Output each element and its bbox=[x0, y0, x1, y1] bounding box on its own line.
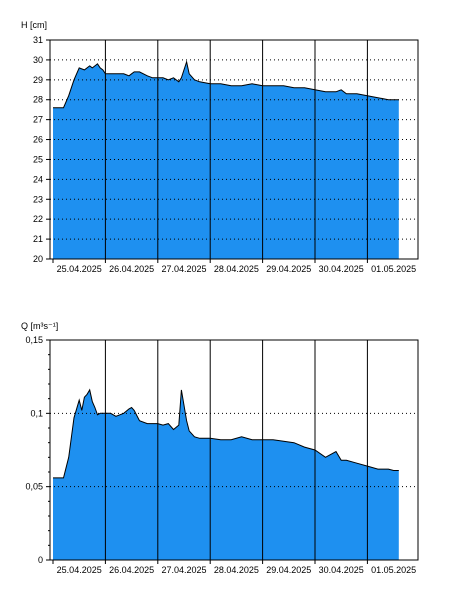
discharge-area bbox=[53, 389, 399, 560]
discharge-x-tick-label: 27.04.2025 bbox=[161, 565, 206, 575]
discharge-y-ticks: 0 0,05 0,1 0,15 bbox=[25, 335, 50, 565]
water-level-x-ticks: 25.04.2025 26.04.2025 27.04.2025 28.04.2025… bbox=[52, 259, 416, 274]
discharge-x-tick-label: 01.05.2025 bbox=[371, 565, 416, 575]
water-level-chart: H [cm] 20 21 22 23 24 25 26 27 28 29 30 31 25.04.20… bbox=[21, 20, 419, 274]
discharge-x-tick-label: 28.04.2025 bbox=[214, 565, 259, 575]
water-level-plot-frame bbox=[49, 39, 419, 260]
discharge-chart: Q [m³s⁻¹] 0 0,05 0,1 0,15 25.04.2025 26.04.2… bbox=[21, 321, 419, 575]
water-level-x-tick-label: 01.05.2025 bbox=[371, 264, 416, 274]
water-level-line bbox=[53, 59, 399, 109]
water-level-y-tick-label: 29 bbox=[33, 75, 43, 85]
discharge-y-axis-title: Q [m³s⁻¹] bbox=[21, 321, 58, 331]
water-level-y-ticks: 20 21 22 23 24 25 26 27 28 29 30 31 bbox=[33, 35, 50, 264]
water-level-y-tick-label: 20 bbox=[33, 254, 43, 264]
water-level-x-tick-label: 25.04.2025 bbox=[57, 264, 102, 274]
discharge-axes bbox=[49, 339, 419, 561]
water-level-axes bbox=[49, 39, 419, 260]
discharge-x-tick-label: 26.04.2025 bbox=[109, 565, 154, 575]
water-level-y-tick-label: 21 bbox=[33, 234, 43, 244]
water-level-x-tick-label: 30.04.2025 bbox=[319, 264, 364, 274]
water-level-y-tick-label: 27 bbox=[33, 115, 43, 125]
water-level-y-tick-label: 26 bbox=[33, 135, 43, 145]
discharge-y-tick-label: 0,05 bbox=[25, 482, 43, 492]
discharge-x-tick-label: 25.04.2025 bbox=[57, 565, 102, 575]
water-level-area-layer bbox=[53, 59, 399, 260]
water-level-x-tick-label: 26.04.2025 bbox=[109, 264, 154, 274]
water-level-y-tick-label: 25 bbox=[33, 154, 43, 164]
water-level-y-axis-title: H [cm] bbox=[21, 20, 47, 30]
water-level-y-tick-label: 23 bbox=[33, 194, 43, 204]
discharge-grid bbox=[50, 340, 418, 560]
water-level-x-tick-label: 28.04.2025 bbox=[214, 264, 259, 274]
discharge-line bbox=[53, 388, 399, 479]
water-level-x-tick-label: 29.04.2025 bbox=[266, 264, 311, 274]
water-level-y-tick-label: 28 bbox=[33, 95, 43, 105]
discharge-x-tick-label: 29.04.2025 bbox=[266, 565, 311, 575]
discharge-area-layer bbox=[53, 388, 399, 560]
water-level-y-tick-label: 24 bbox=[33, 174, 43, 184]
water-level-grid bbox=[50, 40, 418, 259]
discharge-y-tick-label: 0,15 bbox=[25, 335, 43, 345]
discharge-plot-frame bbox=[49, 339, 419, 561]
discharge-y-tick-label: 0,1 bbox=[30, 408, 43, 418]
discharge-x-tick-label: 30.04.2025 bbox=[319, 565, 364, 575]
water-level-y-tick-label: 31 bbox=[33, 35, 43, 45]
water-level-area bbox=[53, 61, 399, 260]
water-level-x-tick-label: 27.04.2025 bbox=[161, 264, 206, 274]
discharge-y-tick-label: 0 bbox=[38, 555, 43, 565]
discharge-x-ticks: 25.04.2025 26.04.2025 27.04.2025 28.04.2025… bbox=[52, 560, 416, 575]
water-level-y-tick-label: 22 bbox=[33, 214, 43, 224]
water-level-y-tick-label: 30 bbox=[33, 55, 43, 65]
